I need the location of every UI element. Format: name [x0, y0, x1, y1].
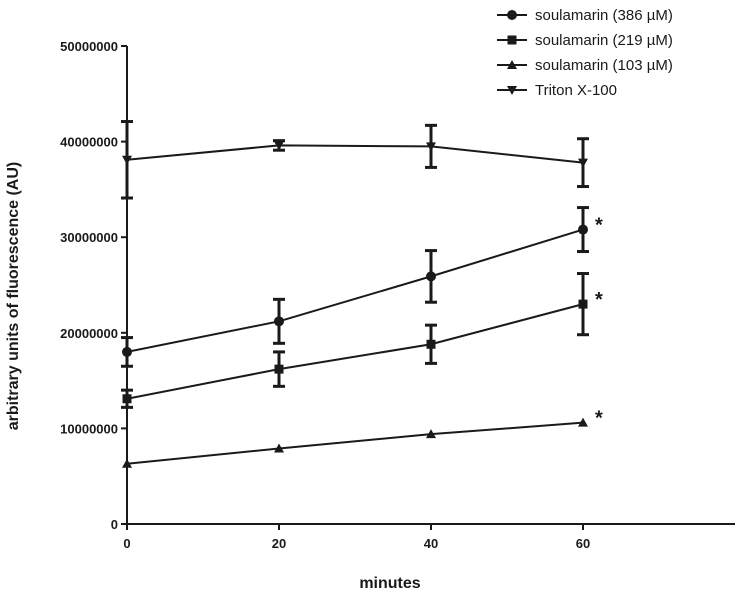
data-point: [426, 142, 436, 152]
series-3: [122, 417, 588, 468]
y-tick-label: 30000000: [60, 230, 118, 245]
legend-marker: [507, 86, 517, 95]
legend-label: Triton X-100: [535, 82, 617, 99]
data-point: [578, 299, 588, 309]
data-point: [426, 339, 436, 349]
data-point: [274, 364, 284, 374]
legend-label: soulamarin (103 µM): [535, 57, 673, 74]
y-tick-label: 0: [111, 517, 118, 532]
data-point: [274, 443, 284, 453]
legend-marker: [507, 10, 517, 20]
x-tick-label: 20: [272, 536, 286, 551]
legend-item: soulamarin (386 µM): [497, 7, 673, 24]
data-point: [274, 141, 284, 151]
data-point: [274, 316, 284, 327]
data-point: [122, 346, 132, 357]
series-line: [126, 421, 584, 465]
data-point: [426, 271, 436, 282]
axes: 0 10000000 20000000 30000000 40000000 5000000…: [60, 39, 735, 551]
data-point: [426, 429, 436, 439]
y-tick-label: 50000000: [60, 39, 118, 54]
series-1: [121, 206, 589, 368]
data-point: [122, 458, 132, 468]
legend-label: soulamarin (386 µM): [535, 7, 673, 24]
x-tick-label: 0: [123, 536, 130, 551]
legend: soulamarin (386 µM) soulamarin (219 µM) so…: [497, 7, 673, 99]
annotation-layer: * * *: [595, 215, 603, 430]
significance-marker: *: [595, 408, 603, 430]
y-axis-title: arbitrary units of fluorescence (AU): [5, 162, 22, 431]
y-tick-label: 40000000: [60, 135, 118, 150]
significance-marker: *: [595, 215, 603, 237]
x-axis-title: minutes: [359, 575, 420, 592]
data-point: [578, 417, 588, 427]
series-4: [121, 120, 589, 200]
legend-label: soulamarin (219 µM): [535, 32, 673, 49]
series-line: [126, 144, 584, 164]
y-tick-label: 10000000: [60, 421, 118, 436]
legend-item: soulamarin (103 µM): [497, 57, 673, 74]
series-layer: [121, 120, 589, 468]
legend-item: Triton X-100: [497, 82, 617, 99]
x-tick-label: 40: [424, 536, 438, 551]
y-tick-label: 20000000: [60, 326, 118, 341]
legend-marker: [507, 35, 517, 45]
series-2: [121, 272, 589, 409]
data-point: [578, 158, 588, 168]
legend-marker: [507, 60, 517, 69]
series-line: [126, 228, 584, 353]
x-tick-label: 60: [576, 536, 590, 551]
data-point: [122, 155, 132, 165]
legend-item: soulamarin (219 µM): [497, 32, 673, 49]
significance-marker: *: [595, 289, 603, 311]
data-point: [578, 224, 588, 235]
series-line: [126, 303, 584, 400]
data-point: [122, 394, 132, 404]
